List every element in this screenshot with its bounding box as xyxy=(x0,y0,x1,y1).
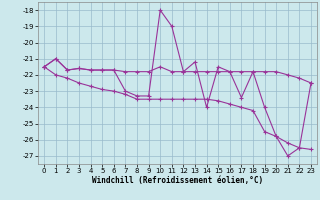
X-axis label: Windchill (Refroidissement éolien,°C): Windchill (Refroidissement éolien,°C) xyxy=(92,176,263,185)
